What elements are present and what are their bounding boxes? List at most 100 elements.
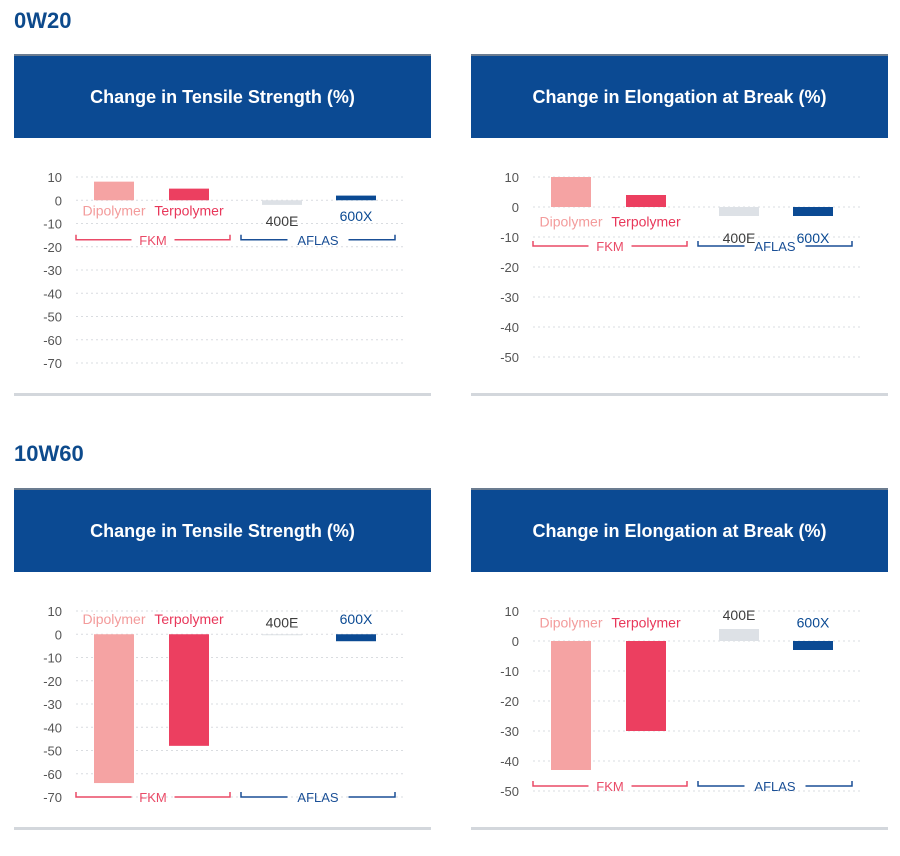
category-label: 400E [723,230,756,246]
chart-title: Change in Tensile Strength (%) [90,520,355,541]
y-tick-label: -50 [500,350,519,365]
group-label-aflas: AFLAS [297,790,339,805]
bar-600x [336,634,376,642]
y-tick-label: -30 [43,697,62,712]
group-bracket-aflas [697,241,853,247]
y-tick-label: -40 [43,720,62,735]
section-title-10w60: 10W60 [14,441,84,466]
y-tick-label: 10 [505,604,519,619]
category-label: Terpolymer [611,214,681,230]
bar-400e [719,629,759,641]
y-tick-label: -50 [43,310,62,325]
group-bracket-fkm [75,234,231,241]
bar-chart: 10 0 -10 -20 -30 -40 -50 Dipolymer Terpolymer 400… [500,170,863,365]
chart-panel: Change in Elongation at Break (%) 10 0 -10… [471,54,888,396]
group-bracket-fkm [532,241,688,247]
y-tick-label: 10 [48,170,62,185]
y-tick-label: -50 [43,744,62,759]
y-tick-label: -10 [43,651,62,666]
y-tick-label: -40 [500,320,519,335]
section-title-0w20: 0W20 [14,8,72,33]
bar-dipolymer [551,177,591,207]
y-tick-label: -40 [43,286,62,301]
group-bracket-aflas [240,234,396,241]
panel-divider [14,827,431,830]
panel-divider [471,393,888,396]
category-label: Dipolymer [82,202,145,218]
category-label: 600X [797,230,830,246]
y-tick-label: 0 [55,627,62,642]
y-tick-label: -70 [43,356,62,371]
group-label-aflas: AFLAS [754,239,796,254]
category-label: 600X [797,615,830,631]
y-tick-label: -30 [500,290,519,305]
group-label-aflas: AFLAS [754,779,796,794]
bar-terpolymer [169,634,209,746]
group-bracket-aflas [697,781,853,787]
category-label: 400E [266,614,299,630]
y-tick-label: -20 [43,674,62,689]
y-tick-label: -20 [500,260,519,275]
y-tick-label: -30 [43,263,62,278]
group-label-fkm: FKM [139,790,166,805]
group-label-aflas: AFLAS [297,233,339,248]
category-label: 400E [266,213,299,229]
y-tick-label: -50 [500,784,519,799]
bar-dipolymer [94,634,134,784]
group-bracket-aflas [240,792,396,798]
bar-terpolymer [626,641,666,731]
category-label: Dipolymer [539,615,602,631]
group-label-fkm: FKM [596,779,623,794]
category-label: Terpolymer [611,615,681,631]
bar-chart: 10 0 -10 -20 -30 -40 -50 -60 -70 Dipolymer Terpoly… [43,170,406,371]
chart-title: Change in Tensile Strength (%) [90,86,355,107]
y-tick-label: -40 [500,754,519,769]
bar-terpolymer [626,195,666,207]
y-tick-label: -30 [500,724,519,739]
chart-title: Change in Elongation at Break (%) [532,86,827,107]
category-label: Dipolymer [539,214,602,230]
panel-divider [14,393,431,396]
category-label: 600X [340,611,373,627]
group-label-fkm: FKM [139,233,166,248]
y-tick-label: 0 [512,634,519,649]
category-label: Terpolymer [154,611,224,627]
category-label: 400E [723,607,756,623]
bar-terpolymer [169,188,209,201]
chart-panel: Change in Tensile Strength (%) 10 0 -10 -20… [14,54,431,396]
y-tick-label: 0 [55,193,62,208]
chart-header: Change in Elongation at Break (%) [471,54,888,138]
y-tick-label: -10 [500,230,519,245]
bar-400e [262,200,302,205]
y-tick-label: 10 [505,170,519,185]
y-tick-label: 0 [512,200,519,215]
chart-header: Change in Tensile Strength (%) [14,54,431,138]
bar-600x [793,641,833,650]
bar-600x [336,195,376,201]
category-label: Terpolymer [154,202,224,218]
chart-panel: Change in Elongation at Break (%) 10 0 -10… [471,488,888,830]
bar-chart: 10 0 -10 -20 -30 -40 -50 Dipolymer Terpolymer 400… [500,604,863,799]
chart-header: Change in Elongation at Break (%) [471,488,888,572]
y-tick-label: -20 [500,694,519,709]
group-label-fkm: FKM [596,239,623,254]
y-tick-label: 10 [48,604,62,619]
bar-400e [719,207,759,216]
y-tick-label: -70 [43,790,62,805]
panel-divider [471,827,888,830]
chart-header: Change in Tensile Strength (%) [14,488,431,572]
group-bracket-fkm [532,781,688,787]
category-label: 600X [340,208,373,224]
y-tick-label: -60 [43,333,62,348]
y-tick-label: -60 [43,767,62,782]
bar-dipolymer [551,641,591,770]
y-tick-label: -10 [500,664,519,679]
chart-title: Change in Elongation at Break (%) [532,520,827,541]
group-bracket-fkm [75,792,231,798]
bar-600x [793,207,833,216]
y-tick-label: -10 [43,217,62,232]
chart-panel: Change in Tensile Strength (%) 10 0 -10 -20… [14,488,431,830]
y-tick-label: -20 [43,240,62,255]
bar-chart: 10 0 -10 -20 -30 -40 -50 -60 -70 Dipolymer Terpoly… [43,604,406,805]
category-label: Dipolymer [82,611,145,627]
